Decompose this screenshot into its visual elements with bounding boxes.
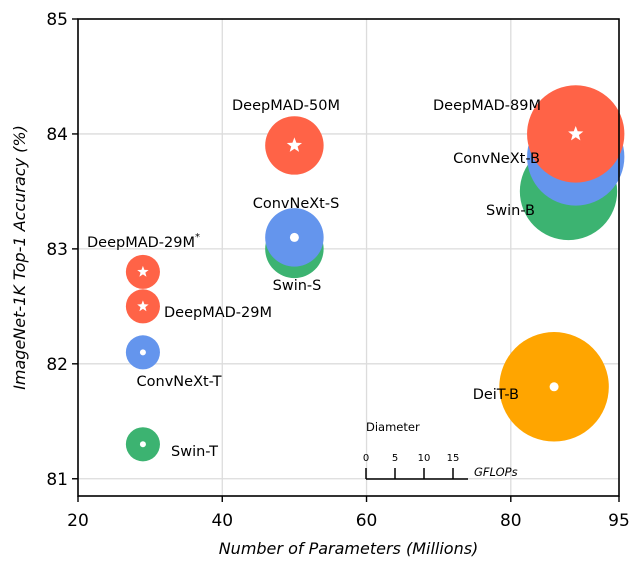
point-labels: Swin-B ConvNeXt-B DeepMAD-89M DeiT-B Swin-S C… (87, 98, 541, 460)
x-tick-label: 80 (500, 511, 522, 531)
y-tick-label: 84 (46, 125, 68, 145)
y-tick-label: 81 (46, 470, 68, 490)
x-tick-label: 20 (67, 511, 89, 531)
y-tick-label: 85 (46, 10, 68, 30)
center-dot-marker (139, 441, 146, 448)
legend-tick-label: 0 (363, 453, 369, 464)
point-label: ConvNeXt-B (453, 151, 540, 167)
y-axis-title: ImageNet-1K Top-1 Accuracy (%) (10, 125, 29, 390)
legend-title: Diameter (366, 420, 420, 434)
center-dot-marker (139, 349, 146, 356)
point-label: DeepMAD-29M* (87, 232, 200, 251)
x-tick-label: 95 (608, 511, 630, 531)
point-label: DeepMAD-89M (433, 98, 541, 114)
legend-tick-label: 5 (392, 453, 398, 464)
point-label: Swin-B (486, 203, 535, 219)
point-label: DeepMAD-50M (232, 98, 340, 114)
x-tick-label: 40 (211, 511, 233, 531)
star-marker-icon (137, 300, 149, 312)
plot-frame (77, 18, 620, 497)
center-dot-marker (549, 382, 559, 392)
bubbles (125, 85, 625, 462)
x-axis-title: Number of Parameters (Millions) (219, 539, 479, 558)
point-label: Swin-T (171, 444, 218, 460)
grid-lines (78, 19, 619, 496)
point-label: Swin-S (273, 278, 322, 294)
size-legend: Diameter 0 5 10 15 GFLOPs (363, 420, 518, 480)
legend-tick-label: 15 (447, 453, 460, 464)
point-label: ConvNeXt-T (137, 374, 222, 390)
legend-tick-label: 10 (418, 453, 431, 464)
y-tick-label: 83 (46, 240, 68, 260)
legend-unit-label: GFLOPs (474, 465, 518, 479)
x-tick-label: 60 (356, 511, 378, 531)
point-label: DeiT-B (473, 387, 519, 403)
center-dot-marker (289, 232, 299, 242)
axes: 20 40 60 80 95 81 82 83 84 85 (46, 10, 629, 531)
point-label: DeepMAD-29M (164, 305, 272, 321)
y-tick-label: 82 (46, 355, 68, 375)
point-label: ConvNeXt-S (253, 196, 340, 212)
star-marker-icon (137, 265, 149, 277)
star-marker-icon (568, 125, 584, 141)
star-marker-icon (286, 137, 303, 152)
